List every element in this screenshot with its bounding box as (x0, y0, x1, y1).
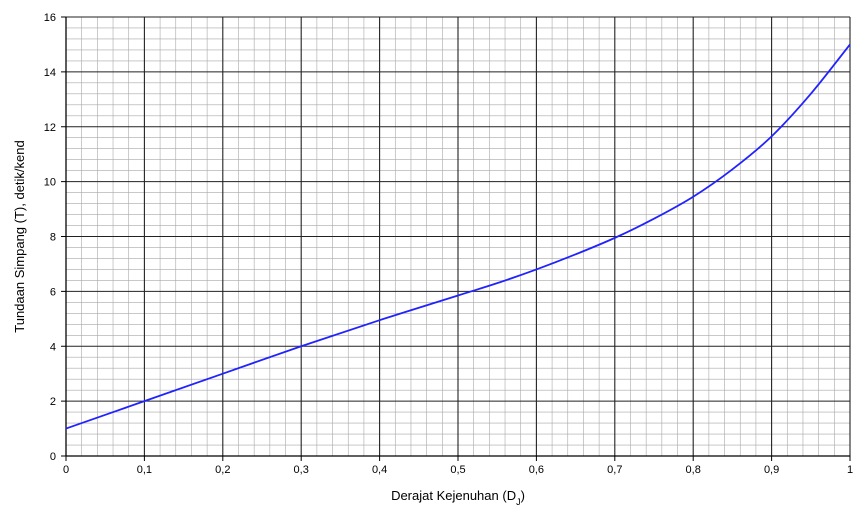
x-tick-label: 1 (847, 464, 853, 476)
tick-labels: 0 2 4 6 8 10 12 14 16 0 0,1 0,2 0,3 0,4 0,5 0,6 0,7 0,8 0,… (44, 12, 853, 476)
y-tick-label: 4 (50, 341, 56, 353)
x-tick-label: 0,9 (764, 464, 779, 476)
y-tick-label: 8 (50, 232, 56, 244)
y-tick-label: 14 (44, 67, 56, 79)
x-tick-label: 0 (63, 464, 69, 476)
x-tick-label: 0,6 (529, 464, 544, 476)
y-tick-label: 12 (44, 122, 56, 134)
series-line (65, 43, 851, 430)
x-tick-label: 0,8 (686, 464, 701, 476)
x-tick-label: 0,2 (215, 464, 230, 476)
series-layer (65, 43, 851, 430)
y-tick-label: 16 (44, 12, 56, 24)
grid (65, 16, 851, 457)
y-tick-label: 6 (50, 286, 56, 298)
y-tick-label: 10 (44, 177, 56, 189)
x-tick-label: 0,3 (294, 464, 309, 476)
axes (61, 16, 851, 461)
x-axis-title: Derajat Kejenuhan (DJ) (391, 488, 525, 507)
x-tick-label: 0,4 (372, 464, 387, 476)
x-tick-label: 0,7 (607, 464, 622, 476)
x-tick-label: 0,1 (137, 464, 152, 476)
y-axis-title: Tundaan Simpang (T), detik/kend (12, 140, 27, 332)
y-tick-label: 0 (50, 451, 56, 463)
x-tick-label: 0,5 (450, 464, 465, 476)
y-tick-label: 2 (50, 396, 56, 408)
